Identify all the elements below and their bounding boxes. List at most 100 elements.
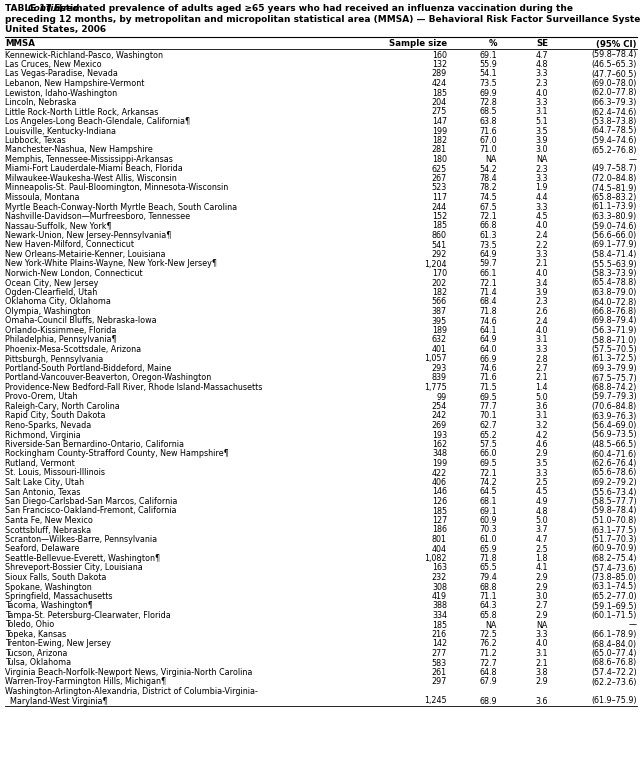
Text: 66.1: 66.1	[479, 269, 497, 278]
Text: (51.7–70.3): (51.7–70.3)	[592, 535, 637, 544]
Text: 73.5: 73.5	[479, 240, 497, 250]
Text: (95% CI): (95% CI)	[597, 39, 637, 49]
Text: 78.4: 78.4	[479, 174, 497, 183]
Text: (59.4–74.6): (59.4–74.6)	[592, 136, 637, 145]
Text: 523: 523	[432, 183, 447, 192]
Text: Virginia Beach-Norfolk-Newport News, Virginia-North Carolina: Virginia Beach-Norfolk-Newport News, Vir…	[5, 668, 253, 677]
Text: 3.5: 3.5	[535, 459, 548, 468]
Text: 2.7: 2.7	[535, 364, 548, 373]
Text: 4.5: 4.5	[535, 212, 548, 221]
Text: 67.0: 67.0	[479, 136, 497, 145]
Text: Minneapolis-St. Paul-Bloomington, Minnesota-Wisconsin: Minneapolis-St. Paul-Bloomington, Minnes…	[5, 183, 228, 192]
Text: 406: 406	[432, 478, 447, 487]
Text: (68.2–75.4): (68.2–75.4)	[592, 554, 637, 563]
Text: Lewiston, Idaho-Washington: Lewiston, Idaho-Washington	[5, 88, 117, 97]
Text: 74.6: 74.6	[479, 316, 497, 325]
Text: 297: 297	[431, 677, 447, 686]
Text: 61.0: 61.0	[479, 535, 497, 544]
Text: 71.8: 71.8	[479, 554, 497, 563]
Text: 4.1: 4.1	[535, 564, 548, 573]
Text: 839: 839	[432, 373, 447, 383]
Text: New Orleans-Metairie-Kenner, Louisiana: New Orleans-Metairie-Kenner, Louisiana	[5, 250, 165, 259]
Text: 2.3: 2.3	[535, 165, 548, 173]
Text: 2.1: 2.1	[535, 659, 548, 668]
Text: 182: 182	[432, 288, 447, 297]
Text: Olympia, Washington: Olympia, Washington	[5, 307, 90, 316]
Text: United States, 2006: United States, 2006	[5, 25, 106, 34]
Text: 2.8: 2.8	[535, 355, 548, 363]
Text: 4.5: 4.5	[535, 488, 548, 496]
Text: 74.2: 74.2	[479, 478, 497, 487]
Text: 64.3: 64.3	[479, 601, 497, 611]
Text: 4.9: 4.9	[535, 497, 548, 506]
Text: Tucson, Arizona: Tucson, Arizona	[5, 649, 67, 658]
Text: (62.4–74.6): (62.4–74.6)	[592, 107, 637, 117]
Text: 3.0: 3.0	[535, 592, 548, 601]
Text: (55.6–73.4): (55.6–73.4)	[592, 488, 637, 496]
Text: 4.6: 4.6	[535, 440, 548, 449]
Text: 3.1: 3.1	[535, 411, 548, 421]
Text: Topeka, Kansas: Topeka, Kansas	[5, 630, 66, 639]
Text: Tulsa, Oklahoma: Tulsa, Oklahoma	[5, 659, 71, 668]
Text: (61.3–72.5): (61.3–72.5)	[592, 355, 637, 363]
Text: 277: 277	[431, 649, 447, 658]
Text: (69.1–77.9): (69.1–77.9)	[592, 240, 637, 250]
Text: (74.5–81.9): (74.5–81.9)	[592, 183, 637, 192]
Text: 162: 162	[432, 440, 447, 449]
Text: Riverside-San Bernardino-Ontario, California: Riverside-San Bernardino-Ontario, Califo…	[5, 440, 184, 449]
Text: 2.5: 2.5	[535, 478, 548, 487]
Text: 69.1: 69.1	[479, 50, 497, 60]
Text: Los Angeles-Long Beach-Glendale, California¶: Los Angeles-Long Beach-Glendale, Califor…	[5, 117, 190, 126]
Text: (66.1–78.9): (66.1–78.9)	[592, 630, 637, 639]
Text: Louisville, Kentucky-Indiana: Louisville, Kentucky-Indiana	[5, 127, 116, 135]
Text: Lincoln, Nebraska: Lincoln, Nebraska	[5, 98, 76, 107]
Text: (63.1–74.5): (63.1–74.5)	[592, 583, 637, 591]
Text: 68.5: 68.5	[479, 107, 497, 117]
Text: (65.2–77.0): (65.2–77.0)	[592, 592, 637, 601]
Text: 401: 401	[432, 345, 447, 354]
Text: SE: SE	[536, 39, 548, 49]
Text: 68.9: 68.9	[479, 696, 497, 706]
Text: Little Rock-North Little Rock, Arkansas: Little Rock-North Little Rock, Arkansas	[5, 107, 158, 117]
Text: 132: 132	[432, 60, 447, 69]
Text: ) Estimated prevalence of adults aged ≥65 years who had received an influenza va: ) Estimated prevalence of adults aged ≥6…	[47, 4, 573, 13]
Text: 72.5: 72.5	[479, 630, 497, 639]
Text: Provo-Orem, Utah: Provo-Orem, Utah	[5, 393, 78, 401]
Text: 4.7: 4.7	[535, 535, 548, 544]
Text: 388: 388	[432, 601, 447, 611]
Text: 4.8: 4.8	[535, 60, 548, 69]
Text: 57.5: 57.5	[479, 440, 497, 449]
Text: 232: 232	[432, 573, 447, 582]
Text: (60.4–71.6): (60.4–71.6)	[592, 450, 637, 458]
Text: Miami-Fort Lauderdale-Miami Beach, Florida: Miami-Fort Lauderdale-Miami Beach, Flori…	[5, 165, 183, 173]
Text: 66.8: 66.8	[479, 222, 497, 230]
Text: 68.1: 68.1	[479, 497, 497, 506]
Text: 395: 395	[432, 316, 447, 325]
Text: 3.4: 3.4	[535, 278, 548, 288]
Text: 117: 117	[432, 193, 447, 202]
Text: (73.8–85.0): (73.8–85.0)	[592, 573, 637, 582]
Text: 127: 127	[432, 516, 447, 525]
Text: 4.0: 4.0	[535, 326, 548, 335]
Text: 73.5: 73.5	[479, 79, 497, 88]
Text: 142: 142	[432, 639, 447, 649]
Text: 216: 216	[432, 630, 447, 639]
Text: (57.5–70.5): (57.5–70.5)	[591, 345, 637, 354]
Text: 64.5: 64.5	[479, 488, 497, 496]
Text: (66.8–76.8): (66.8–76.8)	[592, 307, 637, 316]
Text: 254: 254	[432, 402, 447, 411]
Text: 422: 422	[432, 468, 447, 478]
Text: 185: 185	[432, 88, 447, 97]
Text: 72.8: 72.8	[479, 98, 497, 107]
Text: Nashville-Davidson—Murfreesboro, Tennessee: Nashville-Davidson—Murfreesboro, Tenness…	[5, 212, 190, 221]
Text: Kennewick-Richland-Pasco, Washington: Kennewick-Richland-Pasco, Washington	[5, 50, 163, 60]
Text: Seaford, Delaware: Seaford, Delaware	[5, 544, 79, 553]
Text: Rapid City, South Dakota: Rapid City, South Dakota	[5, 411, 106, 421]
Text: 3.6: 3.6	[535, 696, 548, 706]
Text: 281: 281	[432, 145, 447, 155]
Text: 583: 583	[432, 659, 447, 668]
Text: (59.7–79.3): (59.7–79.3)	[591, 393, 637, 401]
Text: Rockingham County-Strafford County, New Hampshire¶: Rockingham County-Strafford County, New …	[5, 450, 229, 458]
Text: 2.9: 2.9	[535, 583, 548, 591]
Text: Trenton-Ewing, New Jersey: Trenton-Ewing, New Jersey	[5, 639, 111, 649]
